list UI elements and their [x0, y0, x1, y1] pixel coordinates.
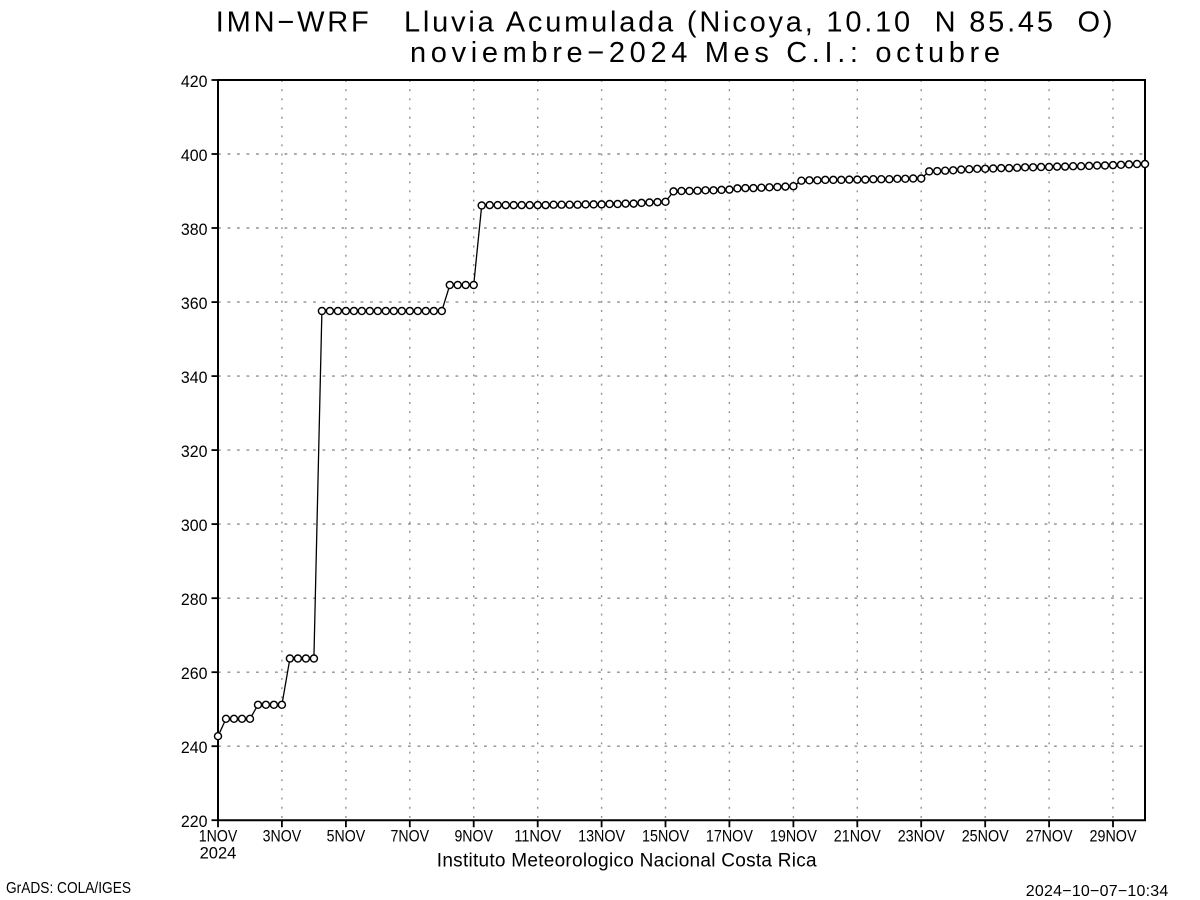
svg-text:2024−10−07−10:34: 2024−10−07−10:34	[1026, 883, 1169, 900]
svg-text:240: 240	[181, 738, 208, 757]
svg-text:27NOV: 27NOV	[1026, 827, 1074, 846]
svg-text:29NOV: 29NOV	[1090, 827, 1138, 846]
svg-text:340: 340	[181, 368, 208, 387]
svg-text:Instituto Meteorologico Nacion: Instituto Meteorologico Nacional Costa R…	[437, 851, 817, 872]
svg-text:260: 260	[181, 664, 208, 683]
svg-text:360: 360	[181, 294, 208, 313]
svg-text:IMN−WRF Lluvia Acumulada (Ni: IMN−WRF Lluvia Acumulada (Nicoya, 10.10 …	[216, 7, 1113, 39]
svg-text:220: 220	[181, 812, 208, 831]
svg-text:17NOV: 17NOV	[706, 827, 754, 846]
svg-text:11NOV: 11NOV	[514, 827, 562, 846]
svg-text:9NOV: 9NOV	[454, 827, 493, 846]
svg-text:1NOV: 1NOV	[199, 827, 238, 846]
svg-text:320: 320	[181, 442, 208, 461]
svg-text:3NOV: 3NOV	[263, 827, 302, 846]
svg-text:380: 380	[181, 220, 208, 239]
svg-text:5NOV: 5NOV	[327, 827, 366, 846]
svg-text:420: 420	[181, 72, 208, 91]
svg-text:25NOV: 25NOV	[962, 827, 1010, 846]
svg-text:280: 280	[181, 590, 208, 609]
svg-text:7NOV: 7NOV	[391, 827, 430, 846]
svg-text:noviembre−2024 Mes C.I.: octub: noviembre−2024 Mes C.I.: octubre	[410, 37, 1000, 69]
svg-text:15NOV: 15NOV	[642, 827, 690, 846]
svg-text:13NOV: 13NOV	[578, 827, 626, 846]
svg-text:23NOV: 23NOV	[898, 827, 946, 846]
svg-text:300: 300	[181, 516, 208, 535]
svg-text:19NOV: 19NOV	[770, 827, 818, 846]
svg-text:GrADS: COLA/IGES: GrADS: COLA/IGES	[6, 880, 131, 897]
svg-text:2024: 2024	[200, 843, 237, 862]
svg-text:400: 400	[181, 146, 208, 165]
svg-text:21NOV: 21NOV	[834, 827, 882, 846]
